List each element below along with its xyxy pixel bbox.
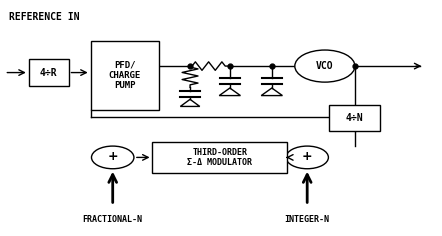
Circle shape	[295, 50, 355, 82]
Text: REFERENCE IN: REFERENCE IN	[9, 12, 80, 21]
Text: THIRD-ORDER
Σ-Δ MODULATOR: THIRD-ORDER Σ-Δ MODULATOR	[187, 148, 252, 167]
Circle shape	[286, 146, 328, 169]
Text: PFD/
CHARGE
PUMP: PFD/ CHARGE PUMP	[109, 61, 141, 90]
Text: +: +	[302, 150, 312, 163]
FancyBboxPatch shape	[29, 59, 69, 86]
Text: 4÷N: 4÷N	[346, 113, 363, 123]
Text: FRACTIONAL-N: FRACTIONAL-N	[83, 215, 143, 224]
Text: +: +	[107, 150, 118, 163]
FancyBboxPatch shape	[329, 105, 380, 131]
FancyBboxPatch shape	[152, 142, 287, 173]
Text: VCO: VCO	[316, 61, 334, 71]
Circle shape	[91, 146, 134, 169]
Text: 4÷R: 4÷R	[40, 67, 57, 78]
Text: INTEGER-N: INTEGER-N	[285, 215, 330, 224]
FancyBboxPatch shape	[91, 41, 159, 110]
